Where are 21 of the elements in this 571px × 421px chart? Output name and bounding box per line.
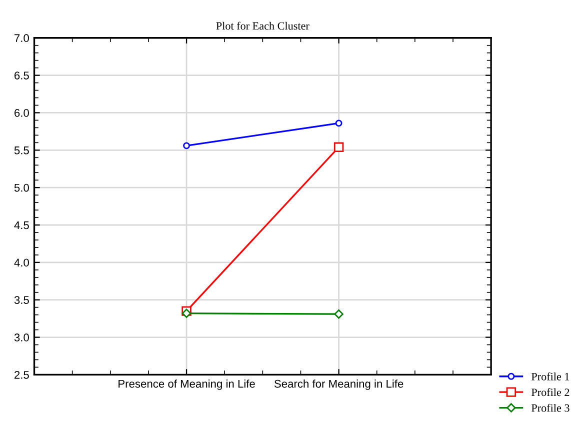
y-tick-label: 3.0 — [14, 334, 29, 342]
y-tick-label: 6.5 — [14, 72, 29, 80]
y-tick-label: 5.5 — [14, 146, 29, 154]
y-tick-label: 6.0 — [14, 109, 29, 117]
y-tick-label: 2.5 — [14, 370, 29, 379]
point — [182, 308, 192, 318]
legend-label: Profile 3 — [532, 404, 570, 412]
y-tick-label: 4.0 — [14, 258, 29, 267]
legend-label: Profile 1 — [532, 372, 570, 380]
point — [335, 120, 342, 127]
legend-label: Profile 2 — [532, 388, 570, 396]
point — [334, 309, 344, 319]
point — [334, 142, 344, 152]
x-tick-label: Presence of Meaning in Life — [118, 380, 255, 390]
y-tick-label: 4.5 — [14, 221, 29, 230]
y-tick-label: 5.0 — [14, 184, 29, 192]
chart-title: Plot for Each Cluster — [216, 22, 310, 30]
y-tick-label: 3.5 — [14, 296, 29, 304]
point — [183, 142, 190, 150]
y-tick-label: 7.0 — [14, 34, 29, 42]
x-tick-label: Search for Meaning in Life — [274, 380, 404, 390]
